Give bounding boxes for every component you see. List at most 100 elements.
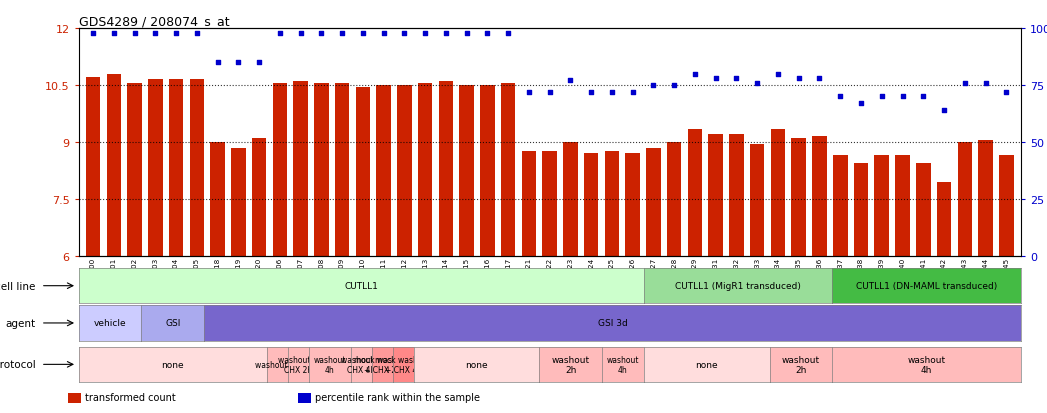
Point [292, 30, 309, 37]
Bar [376, 86, 391, 256]
Point [603, 89, 620, 96]
Point [977, 80, 994, 87]
Point [645, 82, 662, 89]
Bar [625, 154, 640, 256]
Text: washout
4h: washout 4h [313, 355, 347, 374]
Point [562, 78, 579, 84]
Text: washout +
CHX 2h: washout + CHX 2h [277, 355, 319, 374]
Text: CUTLL1: CUTLL1 [344, 282, 378, 290]
Point [396, 30, 413, 37]
Bar [293, 82, 308, 256]
Bar [999, 156, 1013, 256]
Point [375, 30, 392, 37]
Bar [521, 152, 536, 256]
Bar [356, 88, 371, 256]
Bar [128, 84, 141, 256]
Text: CUTLL1 (DN-MAML transduced): CUTLL1 (DN-MAML transduced) [856, 282, 997, 290]
Text: washout +
CHX 4h: washout + CHX 4h [340, 355, 382, 374]
Bar [314, 84, 329, 256]
Point [459, 30, 475, 37]
Text: none: none [465, 360, 488, 369]
Point [790, 76, 807, 82]
Point [250, 59, 267, 66]
Point [666, 82, 683, 89]
Bar [272, 84, 287, 256]
Bar [605, 152, 619, 256]
Bar [481, 86, 494, 256]
Point [852, 100, 869, 107]
Text: mock washout
+ CHX 4h: mock washout + CHX 4h [375, 355, 431, 374]
Point [915, 94, 932, 100]
Text: washout
2h: washout 2h [552, 355, 589, 374]
Bar [439, 82, 453, 256]
Point [188, 30, 205, 37]
Point [873, 94, 890, 100]
Point [230, 59, 247, 66]
Point [520, 89, 537, 96]
Text: cell line: cell line [0, 281, 36, 291]
Bar [460, 86, 474, 256]
Text: GSI 3d: GSI 3d [598, 319, 627, 328]
Point [936, 107, 953, 114]
Bar [542, 152, 557, 256]
Text: GSI: GSI [165, 319, 180, 328]
Text: GDS4289 / 208074_s_at: GDS4289 / 208074_s_at [79, 15, 229, 28]
Bar [500, 84, 515, 256]
Bar [252, 139, 266, 256]
Point [583, 89, 600, 96]
Text: percentile rank within the sample: percentile rank within the sample [315, 392, 481, 402]
Bar [169, 80, 183, 256]
Point [728, 76, 744, 82]
Point [147, 30, 163, 37]
Point [770, 71, 786, 78]
Bar [978, 140, 993, 256]
Bar [916, 163, 931, 256]
Point [438, 30, 454, 37]
Point [894, 94, 911, 100]
Bar [86, 78, 101, 256]
Bar [584, 154, 599, 256]
Point [480, 30, 496, 37]
Point [956, 80, 973, 87]
Bar [750, 145, 764, 256]
Bar [771, 129, 785, 256]
Point [106, 30, 122, 37]
Bar [937, 182, 952, 256]
Text: washout 2h: washout 2h [255, 360, 299, 369]
Point [499, 30, 516, 37]
Bar [853, 163, 868, 256]
Bar [397, 86, 411, 256]
Point [687, 71, 704, 78]
Point [417, 30, 433, 37]
Text: none: none [161, 360, 184, 369]
Bar [874, 156, 889, 256]
Bar [895, 156, 910, 256]
Text: transformed count: transformed count [85, 392, 176, 402]
Text: washout
4h: washout 4h [606, 355, 640, 374]
Point [708, 76, 725, 82]
Bar [812, 137, 827, 256]
Bar [148, 80, 162, 256]
Bar [418, 84, 432, 256]
Text: mock washout
+ CHX 2h: mock washout + CHX 2h [354, 355, 410, 374]
Text: washout
2h: washout 2h [782, 355, 820, 374]
Bar [210, 142, 225, 256]
Bar [709, 135, 723, 256]
Bar [335, 84, 350, 256]
Point [355, 30, 372, 37]
Text: none: none [695, 360, 718, 369]
Point [749, 80, 765, 87]
Text: agent: agent [5, 318, 36, 328]
Point [271, 30, 288, 37]
Point [85, 30, 102, 37]
Bar [646, 148, 661, 256]
Point [624, 89, 641, 96]
Point [832, 94, 849, 100]
Point [313, 30, 330, 37]
Bar [833, 156, 847, 256]
Point [541, 89, 558, 96]
Point [334, 30, 351, 37]
FancyBboxPatch shape [68, 393, 81, 403]
Point [998, 89, 1015, 96]
Text: CUTLL1 (MigR1 transduced): CUTLL1 (MigR1 transduced) [675, 282, 801, 290]
